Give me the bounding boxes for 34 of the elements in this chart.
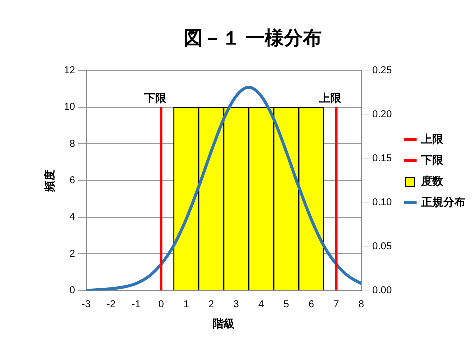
ref-line-label: 下限	[143, 93, 168, 105]
y2-tick-label: 0.00	[372, 286, 392, 297]
x-tick-label: 5	[284, 300, 290, 311]
x-tick-label: -3	[82, 300, 92, 311]
chart-title: 図－１ 一様分布	[184, 28, 322, 50]
x-tick-label: -1	[132, 300, 142, 311]
x-tick-label: 7	[334, 300, 340, 311]
text: 上限	[422, 134, 444, 146]
y-tick-label: 2	[70, 248, 76, 260]
x-axis-title: 階級	[212, 317, 236, 330]
y-tick-label: 0	[70, 286, 76, 297]
x-tick-label: 4	[258, 300, 265, 311]
x-tick-label: 6	[308, 300, 315, 311]
x-tick-label: 8	[358, 300, 365, 311]
text: 下限	[422, 155, 444, 168]
y-tick-label: 12	[64, 66, 76, 77]
y2-tick-label: 0.10	[372, 198, 392, 209]
ref-line-label: 上限	[318, 92, 343, 105]
y-tick-label: 10	[64, 102, 76, 114]
y2-tick-label: 0.05	[372, 242, 392, 253]
x-tick-label: 3	[234, 300, 240, 311]
x-tick-label: 2	[208, 300, 215, 311]
legend-label: 正規分布	[420, 196, 466, 210]
y2-tick-label: 0.20	[372, 110, 392, 121]
x-tick-label: 0	[158, 300, 165, 311]
y-axis-title: 頻度	[44, 170, 57, 193]
x-tick-label: 1	[184, 300, 190, 311]
y2-tick-label: 0.25	[372, 66, 392, 77]
x-tick-label: -2	[106, 300, 116, 311]
y-tick-label: 8	[70, 138, 76, 150]
legend-label: 度数	[420, 175, 444, 188]
y-tick-label: 6	[70, 176, 76, 187]
y2-tick-label: 0.15	[372, 154, 392, 165]
y-tick-label: 4	[70, 212, 76, 224]
